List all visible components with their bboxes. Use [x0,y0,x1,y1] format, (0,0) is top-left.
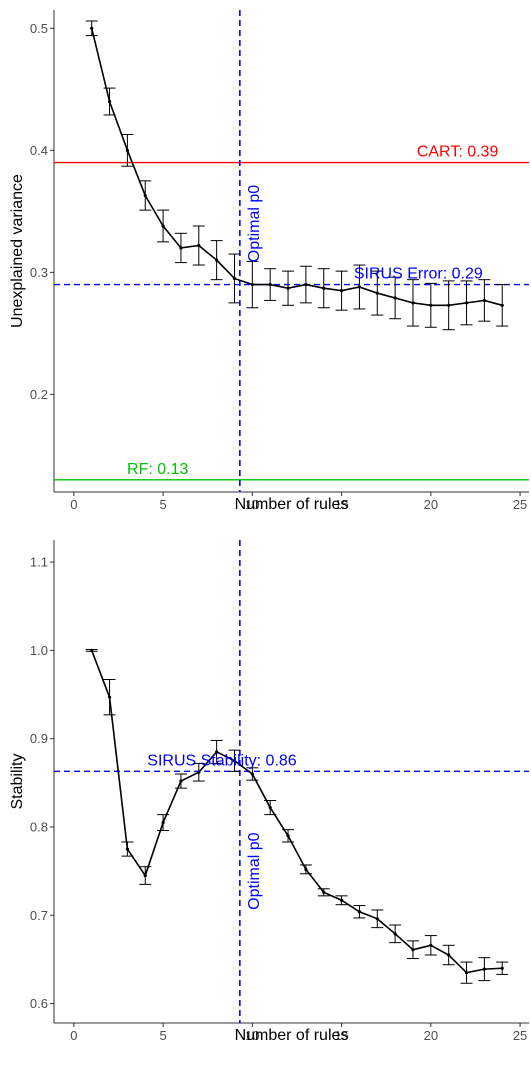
data-point [125,847,129,851]
reference-line-label: CART: 0.39 [417,144,499,161]
series-line [90,28,503,307]
optimal-p0-label: Optimal p0 [246,832,263,909]
data-point [197,243,201,248]
data-point [500,303,504,307]
data-point [197,770,201,774]
data-point [482,298,486,303]
data-point [464,971,469,975]
x-tick-label: 5 [159,497,166,512]
data-point [125,148,129,152]
data-point [500,966,504,970]
x-axis-title: Number of rules [235,496,349,513]
data-point [286,834,290,838]
data-point [90,26,94,30]
x-tick-label: 20 [424,1028,438,1043]
data-point [215,258,219,262]
y-tick-label: 0.9 [30,731,48,746]
data-point [482,967,486,971]
x-tick-label: 0 [70,497,77,512]
data-point [411,948,415,952]
y-tick-label: 0.4 [30,143,48,158]
data-point [304,867,308,871]
data-point [447,953,451,957]
data-point [250,282,254,287]
data-point [90,648,94,652]
data-point [429,943,433,947]
y-tick-label: 0.7 [30,908,48,923]
data-point [107,99,112,104]
data-point [322,890,326,894]
data-point [161,820,165,825]
y-axis-title: Stability [9,753,26,809]
data-point [286,286,290,290]
data-point [268,805,272,810]
data-point [161,224,165,228]
data-point [375,917,379,921]
data-point [447,303,451,307]
x-tick-label: 15 [334,497,348,512]
reference-line-label: SIRUS Error: 0.29 [354,266,483,283]
data-point [232,759,237,763]
data-point [179,246,183,250]
data-point [179,779,183,783]
x-tick-label: 15 [334,1028,348,1043]
data-point [357,910,362,914]
data-point [464,301,469,305]
reference-line-label: RF: 0.13 [127,461,188,478]
data-point [393,296,397,300]
x-tick-label: 10 [245,497,259,512]
data-point [232,276,237,281]
data-point [339,898,344,902]
series-line [90,650,503,974]
x-tick-label: 20 [424,497,438,512]
data-point [375,291,379,295]
x-axis-title: Number of rules [235,1027,349,1044]
data-point [429,303,433,307]
data-point [357,285,362,289]
data-point [143,193,147,198]
y-axis-title: Unexplained variance [9,174,26,328]
optimal-p0-label: Optimal p0 [246,185,263,262]
x-tick-label: 5 [159,1028,166,1043]
y-tick-label: 0.5 [30,21,48,36]
y-tick-label: 1.1 [30,555,48,570]
chart-panel-2: 0 5 10 15 20 25 0.6 0.7 0.8 0.9 1.0 1.1 SIRUS Stabil… [9,540,529,1044]
y-tick-label: 1.0 [30,643,48,658]
data-point [322,286,326,290]
y-tick-label: 0.8 [30,819,48,834]
x-tick-label: 25 [513,1028,527,1043]
data-point [268,282,272,287]
y-tick-label: 0.6 [30,996,48,1011]
data-point [339,289,344,293]
data-point [143,873,147,878]
x-tick-label: 25 [513,497,527,512]
data-point [393,932,397,936]
data-point [411,301,415,305]
x-tick-label: 10 [245,1028,259,1043]
data-point [250,772,254,776]
data-point [215,750,219,754]
y-tick-label: 0.3 [30,265,48,280]
data-point [304,282,308,287]
chart-panel-1: 0 5 10 15 20 25 0.2 0.3 0.4 0.5 CART: 0.39 SIRUS Er… [9,10,529,513]
x-tick-label: 0 [70,1028,77,1043]
reference-line-label: SIRUS Stability: 0.86 [147,752,297,769]
y-tick-label: 0.2 [30,387,48,402]
data-point [107,695,112,699]
